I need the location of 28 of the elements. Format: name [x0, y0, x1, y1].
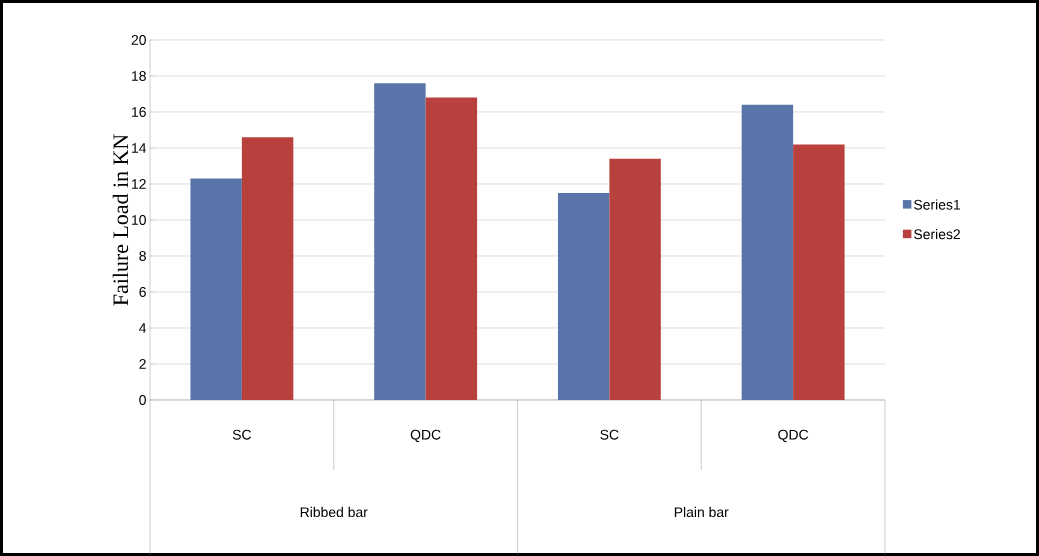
y-tick-label: 18: [132, 71, 146, 81]
y-tick-label: 12: [132, 179, 146, 189]
y-tick-label: 8: [139, 251, 146, 261]
text: Plain bar: [674, 506, 729, 518]
y-tick-label: 2: [139, 359, 146, 369]
legend-label: Series1: [914, 199, 960, 210]
y-tick-label: 20: [131, 35, 146, 45]
x-tick-label: QDC: [778, 429, 809, 443]
bar: [374, 83, 426, 400]
bar: [793, 144, 845, 400]
x-tick-label: QDC: [410, 429, 441, 443]
bar: [609, 158, 661, 400]
x-tick-label: SC: [600, 429, 619, 440]
bar: [241, 137, 294, 400]
y-tick-label: 6: [139, 287, 146, 297]
y-tick-label: 16: [132, 107, 146, 117]
bar: [425, 97, 478, 400]
y-tick-label: 14: [132, 143, 147, 153]
bar: [557, 192, 610, 400]
bar: [741, 104, 794, 400]
y-tick-label: 4: [139, 323, 147, 333]
y-axis-title: Failure Load in KN: [112, 134, 129, 306]
legend-label: Series2: [914, 228, 960, 240]
y-tick-label: 10: [132, 215, 146, 225]
text: Ribbed bar: [300, 506, 368, 518]
y-tick-label: 0: [139, 395, 146, 405]
x-tick-label: SC: [232, 429, 252, 440]
bar: [190, 178, 242, 400]
